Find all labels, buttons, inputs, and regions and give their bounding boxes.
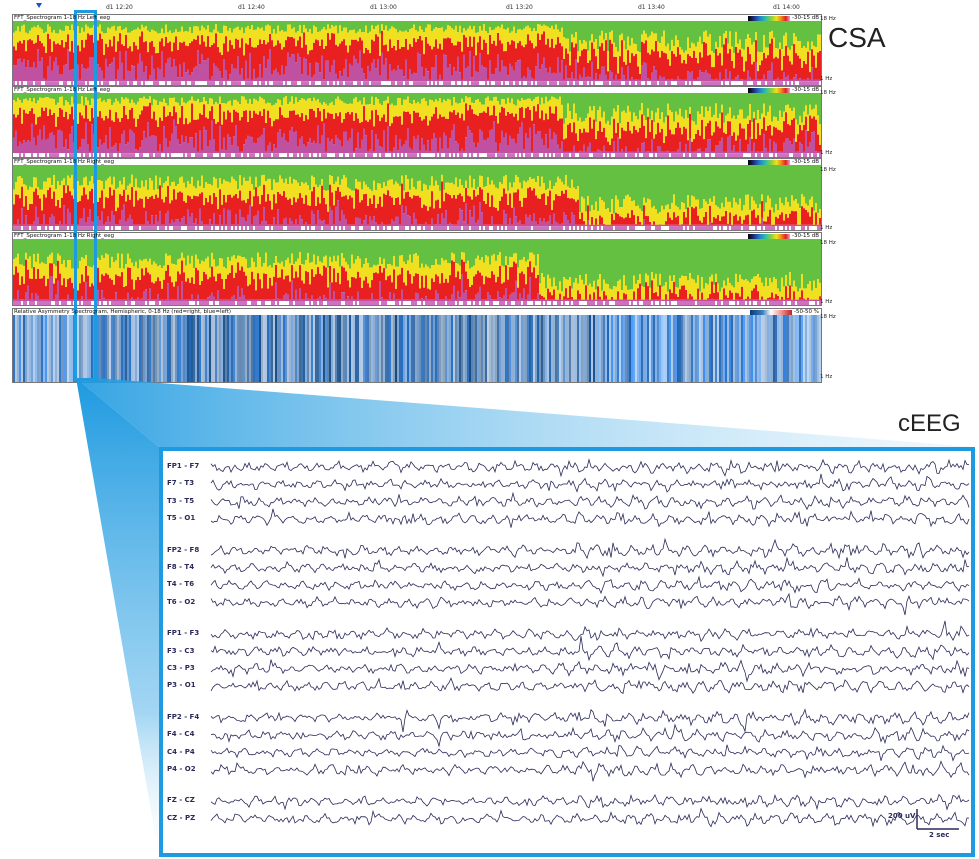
channel-label: T3 - T5 xyxy=(167,496,195,505)
colorbar xyxy=(750,309,793,315)
channel-label: T6 - O2 xyxy=(167,597,196,606)
channel-label: T4 - T6 xyxy=(167,580,195,589)
spectrogram-image xyxy=(13,239,821,305)
ceeg-label: cEEG xyxy=(898,410,961,437)
time-tick: d1 13:20 xyxy=(506,4,533,11)
colorbar xyxy=(748,159,791,165)
csa-label: CSA xyxy=(828,22,886,53)
channel-label: P3 - O1 xyxy=(167,681,196,690)
scale-label: -30-15 dB xyxy=(792,87,819,93)
spectrogram-image xyxy=(13,165,821,230)
time-tick: d1 12:40 xyxy=(238,4,265,11)
selection-window[interactable] xyxy=(74,10,97,381)
freq-top-label: 18 Hz xyxy=(820,314,836,320)
channel-label: FZ - CZ xyxy=(167,796,195,805)
eeg-traces xyxy=(210,458,970,828)
channel-label: C4 - P4 xyxy=(167,747,195,756)
colorbar xyxy=(748,15,791,21)
eeg-trace xyxy=(210,723,970,748)
eeg-trace xyxy=(210,807,970,828)
channel-label: P4 - O2 xyxy=(167,765,196,773)
time-tick: d1 14:00 xyxy=(773,4,800,11)
spectrogram-panel-1[interactable]: FFT_Spectrogram 1-18 Hz Left_eeg -30-15 … xyxy=(12,14,822,86)
scale-bar-icon xyxy=(916,809,959,830)
channel-label: T5 - O1 xyxy=(167,514,196,523)
eeg-trace xyxy=(210,473,970,493)
time-axis: d1 12:20 d1 12:40 d1 13:00 d1 13:20 d1 1… xyxy=(12,3,820,15)
eeg-trace xyxy=(210,636,970,662)
eeg-trace xyxy=(210,659,970,683)
freq-bottom-label: 1 Hz xyxy=(820,299,833,305)
freq-top-label: 18 Hz xyxy=(820,240,836,246)
eeg-trace xyxy=(210,793,970,811)
spectrogram-panel-4[interactable]: FFT_Spectrogram 1-18 Hz Right_eeg -30-15… xyxy=(12,232,822,306)
freq-bottom-label: 1 Hz xyxy=(820,76,833,82)
eeg-trace xyxy=(210,620,970,643)
eeg-trace xyxy=(210,677,970,695)
scale-label: -30-15 dB xyxy=(792,159,819,165)
eeg-trace xyxy=(210,592,970,616)
ceeg-panel[interactable]: FP1 - F7 F7 - T3 T3 - T5 T5 - O1 FP2 - F8 F8 … xyxy=(159,447,975,857)
panel-title: FFT_Spectrogram 1-18 Hz Right_eeg xyxy=(14,233,115,239)
freq-bottom-label: 1 Hz xyxy=(820,374,833,380)
freq-top-label: 18 Hz xyxy=(820,16,836,22)
channel-label: F7 - T3 xyxy=(167,479,195,488)
freq-top-label: 18 Hz xyxy=(820,90,836,96)
panel-scale: -30-15 dB xyxy=(748,15,819,21)
time-scale-label: 2 sec xyxy=(929,831,950,839)
freq-top-label: 18 Hz xyxy=(820,167,836,173)
channel-label: CZ - PZ xyxy=(167,813,196,822)
channel-label: FP2 - F4 xyxy=(167,712,200,721)
panel-scale: -50-50 % xyxy=(750,309,819,315)
panel-title: FFT_Spectrogram 1-18 Hz Left_eeg xyxy=(14,15,110,21)
freq-bottom-label: 1 Hz xyxy=(820,225,833,231)
scale-label: -50-50 % xyxy=(794,309,819,315)
panel-title: FFT_Spectrogram 1-18 Hz Right_eeg xyxy=(14,159,115,165)
channel-label: FP1 - F7 xyxy=(167,462,200,470)
channel-label: FP1 - F3 xyxy=(167,629,200,638)
colorbar xyxy=(748,233,791,239)
eeg-trace xyxy=(210,744,970,762)
scale-label: -30-15 dB xyxy=(792,15,819,21)
eeg-trace xyxy=(210,556,970,578)
channel-label: FP2 - F8 xyxy=(167,545,200,554)
time-tick: d1 12:20 xyxy=(106,4,133,11)
freq-bottom-label: 1 Hz xyxy=(820,150,833,156)
channel-label: F4 - C4 xyxy=(167,730,195,739)
panel-scale: -30-15 dB xyxy=(748,233,819,239)
spectrogram-panel-2[interactable]: FFT_Spectrogram 1-18 Hz Left_eeg -30-15 … xyxy=(12,86,822,158)
channel-label: F8 - T4 xyxy=(167,563,195,571)
time-tick: d1 13:00 xyxy=(370,4,397,11)
eeg-trace xyxy=(210,708,970,733)
eeg-trace xyxy=(210,508,970,528)
amplitude-scale-label: 200 uV xyxy=(888,812,916,820)
eeg-trace xyxy=(210,575,970,595)
spectrogram-panel-3[interactable]: FFT_Spectrogram 1-18 Hz Right_eeg -30-15… xyxy=(12,158,822,231)
scale-bar: 200 uV 2 sec xyxy=(888,807,961,847)
channel-label: C3 - P3 xyxy=(167,664,195,672)
panel-title: FFT_Spectrogram 1-18 Hz Left_eeg xyxy=(14,87,110,93)
scale-label: -30-15 dB xyxy=(792,233,819,239)
spectrogram-image xyxy=(13,93,821,157)
panel-scale: -30-15 dB xyxy=(748,159,819,165)
colorbar xyxy=(748,87,791,93)
panel-scale: -30-15 dB xyxy=(748,87,819,93)
time-tick: d1 13:40 xyxy=(638,4,665,11)
time-cursor-icon[interactable] xyxy=(36,3,42,8)
panel-title: Relative Asymmetry Spectrogram, Hemisphe… xyxy=(14,309,232,315)
channel-label: F3 - C3 xyxy=(167,646,195,655)
spectrogram-image xyxy=(13,315,821,382)
eeg-trace xyxy=(210,491,970,511)
eeg-trace xyxy=(210,458,970,478)
eeg-trace xyxy=(210,537,970,560)
eeg-trace xyxy=(210,760,970,782)
spectrogram-image xyxy=(13,21,821,85)
asymmetry-panel[interactable]: Relative Asymmetry Spectrogram, Hemisphe… xyxy=(12,308,822,383)
